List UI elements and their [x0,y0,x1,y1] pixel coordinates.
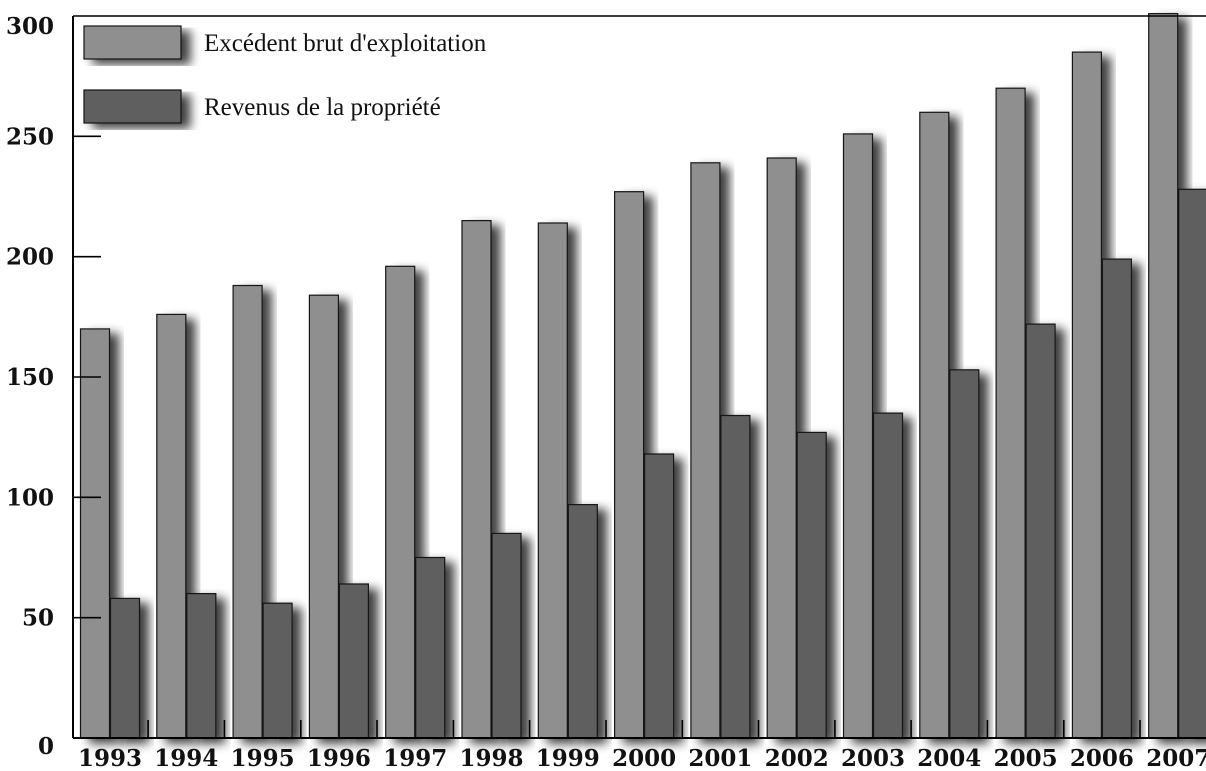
x-tick-label-2004: 2004 [917,745,981,771]
bar-revenus-2001 [720,414,751,739]
x-tick-label-1994: 1994 [154,745,218,771]
legend-label-revenus: Revenus de la propriété [204,94,441,121]
bar-excedent-1996 [308,294,339,739]
x-tick-label-1998: 1998 [459,745,523,771]
bar-revenus-1993 [109,597,141,739]
bar-excedent-1994 [156,313,187,739]
bar-excedent-1993 [79,328,111,739]
bar-revenus-1999 [567,504,598,739]
legend-label-excedent: Excédent brut d'exploitation [204,30,487,57]
bars-layer [79,13,1206,739]
x-tick-label-2007: 2007 [1146,745,1206,771]
bar-excedent-1999 [537,222,568,739]
y-tick-label-250: 250 [6,123,54,150]
legend: Excédent brut d'exploitation Revenus de l… [83,25,487,124]
x-tick-label-2001: 2001 [688,745,752,771]
y-tick-label-200: 200 [6,244,54,271]
bar-revenus-2003 [872,412,904,739]
bar-revenus-2004 [949,369,980,739]
bar-revenus-1998 [491,532,522,739]
bar-revenus-1994 [186,592,217,739]
y-tick-label-0: 0 [38,733,54,760]
x-tick-label-1997: 1997 [383,745,447,771]
bar-revenus-1997 [415,556,446,739]
bar-excedent-2001 [690,162,721,739]
x-tick-label-2000: 2000 [612,745,676,771]
x-tick-label-1995: 1995 [231,745,295,771]
bar-revenus-2007 [1178,188,1206,739]
x-tick-label-1999: 1999 [536,745,600,771]
bar-excedent-1995 [232,284,263,739]
bar-revenus-2002 [796,431,827,739]
y-tick-label-100: 100 [6,484,54,511]
bar-excedent-1998 [461,220,492,739]
x-tick-label-1993: 1993 [78,745,142,771]
bar-excedent-2007 [1148,13,1179,739]
x-tick-label-2003: 2003 [841,745,905,771]
bar-excedent-1997 [385,265,416,739]
y-tick-label-150: 150 [6,364,54,391]
bar-excedent-2002 [766,157,797,739]
axes-layer: 0 50 100 150 200 250 300 1993 1994 1995 1996 1997 19… [6,13,1206,771]
bar-excedent-2004 [919,111,950,739]
bar-excedent-2005 [995,87,1026,739]
bar-excedent-2003 [842,133,874,739]
bar-excedent-2006 [1071,51,1103,739]
y-tick-label-300: 300 [6,13,54,40]
bar-revenus-1995 [262,602,293,739]
x-tick-label-2005: 2005 [994,745,1058,771]
bar-revenus-2006 [1101,258,1133,739]
bar-revenus-2005 [1025,323,1056,739]
bar-revenus-2000 [643,453,675,739]
legend-swatch-revenus [83,89,182,124]
x-tick-label-1996: 1996 [307,745,371,771]
bar-revenus-1996 [338,583,369,739]
legend-swatch-excedent [83,25,182,60]
bar-excedent-2000 [613,191,645,739]
x-tick-label-2002: 2002 [765,745,829,771]
y-tick-label-50: 50 [22,605,54,632]
x-tick-label-2006: 2006 [1070,745,1134,771]
